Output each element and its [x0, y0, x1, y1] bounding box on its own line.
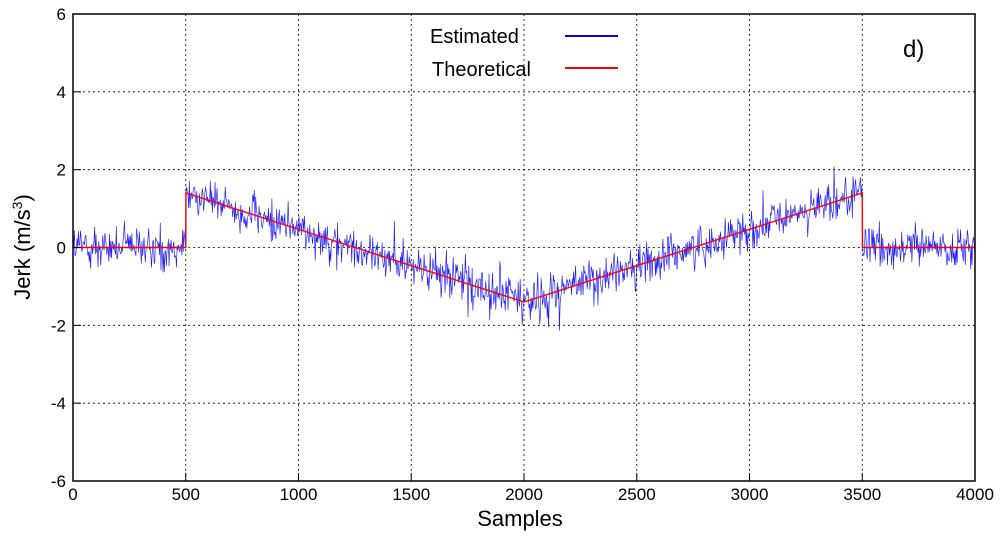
y-axis-label-superscript: 3	[9, 201, 25, 209]
y-tick-label: 2	[57, 161, 66, 180]
y-tick-label: 6	[57, 5, 66, 24]
x-tick-label: 1500	[392, 485, 430, 504]
legend-label-estimated: Estimated	[430, 26, 519, 48]
y-axis-label: Jerk (m/s3)	[9, 194, 35, 300]
series-layer	[72, 166, 976, 331]
y-tick-label: -6	[51, 472, 66, 491]
panel-label: d)	[903, 36, 924, 63]
svg-text:Jerk (m/s3): Jerk (m/s3)	[9, 194, 35, 300]
x-tick-label: 500	[172, 485, 200, 504]
theoretical-series-line	[73, 192, 975, 303]
x-tick-label: 2000	[505, 485, 543, 504]
x-tick-label: 4000	[956, 485, 994, 504]
x-tick-label: 3500	[843, 485, 881, 504]
x-tick-label: 2500	[618, 485, 656, 504]
grid-layer	[73, 14, 975, 481]
legend-label-theoretical: Theoretical	[432, 59, 531, 81]
x-axis-label: Samples	[477, 506, 563, 531]
legend: Estimated Theoretical	[430, 26, 618, 81]
x-tick-label: 1000	[280, 485, 318, 504]
y-tick-label: 0	[57, 239, 66, 258]
y-tick-label: 4	[57, 83, 66, 102]
y-axis-label-main: Jerk (m/s	[10, 209, 35, 299]
x-tick-label: 0	[68, 485, 77, 504]
x-tick-label: 3000	[731, 485, 769, 504]
y-tick-label: -2	[51, 316, 66, 335]
y-tick-label: -4	[51, 394, 66, 413]
y-axis-label-suffix: )	[10, 194, 35, 201]
tick-layer: 0 500 1000 1500 2000 2500 3000 3500 4000 -6 -4 -2 0 2…	[51, 5, 994, 504]
